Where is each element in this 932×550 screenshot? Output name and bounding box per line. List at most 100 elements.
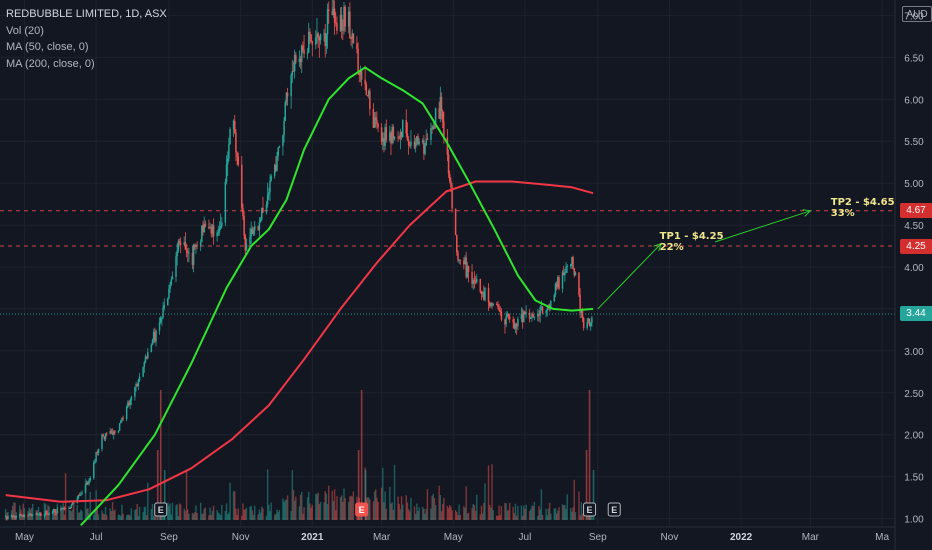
volume-spike	[585, 450, 588, 520]
volume-bar	[505, 503, 507, 520]
legend-ma50[interactable]: MA (50, close, 0)	[6, 41, 89, 53]
candle-body	[574, 272, 577, 276]
candle-body	[358, 72, 361, 75]
volume-bar	[210, 514, 212, 520]
candle-body	[497, 304, 499, 307]
volume-bar	[352, 491, 355, 520]
y-tick-label: 3.00	[904, 347, 924, 358]
candle-body	[465, 257, 467, 278]
candle-body	[236, 152, 238, 157]
volume-bar	[324, 491, 326, 520]
volume-bar	[262, 508, 264, 520]
candle-body	[293, 54, 296, 72]
legend-ma200[interactable]: MA (200, close, 0)	[6, 57, 95, 70]
volume-bar	[303, 507, 305, 520]
volume-spike	[357, 450, 360, 520]
candle-body	[268, 192, 270, 195]
candle-body	[591, 317, 593, 323]
candle-body	[89, 477, 91, 481]
volume-bar	[570, 508, 572, 520]
candle-body	[211, 225, 214, 234]
volume-bar	[405, 495, 407, 520]
volume-bar	[548, 502, 551, 520]
candle-body	[269, 180, 271, 193]
volume-bar	[125, 515, 128, 520]
tp1-annotation[interactable]: TP1 - $4.25 22%	[660, 231, 724, 253]
candle-body	[278, 146, 281, 148]
volume-spike	[163, 470, 166, 520]
volume-bar	[383, 502, 385, 520]
volume-bar	[457, 515, 459, 520]
candle-body	[443, 121, 445, 138]
x-tick-label: May	[15, 532, 34, 543]
candle-body	[366, 95, 369, 96]
volume-bar	[392, 510, 395, 520]
volume-spike	[364, 470, 367, 520]
volume-bar	[424, 513, 426, 520]
volume-bar	[40, 514, 42, 520]
candle-body	[273, 164, 276, 177]
volume-bar	[514, 503, 517, 520]
legend-volume[interactable]: Vol (20)	[6, 24, 44, 37]
volume-bar	[581, 513, 584, 520]
candle-body	[434, 108, 437, 128]
y-tick-label: 2.00	[904, 431, 924, 442]
volume-bar	[81, 511, 83, 520]
candle-body	[37, 514, 40, 516]
volume-bar	[340, 495, 343, 520]
x-tick-label: Mar	[373, 532, 391, 543]
volume-bar	[176, 504, 178, 520]
candle-body	[561, 272, 564, 289]
candle-body	[15, 516, 17, 518]
candle-body	[319, 34, 322, 41]
candle-body	[201, 225, 203, 242]
volume-bar	[203, 508, 205, 520]
candle-body	[423, 140, 425, 154]
earnings-badge	[355, 502, 369, 517]
currency-label[interactable]: AUD	[902, 6, 932, 22]
volume-bar	[171, 502, 174, 520]
candle-body	[431, 128, 433, 130]
volume-bar	[224, 510, 227, 520]
symbol-title[interactable]: REDBUBBLE LIMITED, 1D, ASX	[6, 8, 167, 20]
volume-bar	[497, 515, 499, 520]
volume-bar	[64, 473, 67, 520]
candle-body	[261, 207, 263, 220]
volume-bar	[517, 506, 519, 520]
volume-bar	[430, 508, 432, 520]
volume-bar	[293, 500, 296, 520]
candle-body	[135, 384, 137, 388]
volume-bar	[476, 494, 478, 520]
volume-bar	[539, 509, 541, 520]
candle-body	[495, 304, 498, 306]
candle-body	[170, 279, 173, 285]
volume-bar	[84, 478, 87, 520]
candle-body	[128, 402, 130, 406]
candle-body	[364, 79, 366, 85]
candle-body	[38, 513, 41, 515]
candle-body	[143, 362, 146, 368]
volume-bar	[249, 506, 251, 520]
candle-body	[251, 228, 254, 235]
volume-bar	[398, 503, 400, 520]
volume-bar	[265, 515, 268, 520]
candle-body	[507, 314, 510, 317]
volume-bar	[483, 502, 485, 520]
volume-bar	[454, 510, 457, 520]
candle-body	[383, 138, 385, 146]
candle-body	[4, 516, 7, 518]
volume-bar	[87, 508, 89, 520]
tp2-annotation[interactable]: TP2 - $4.65 33%	[831, 197, 895, 219]
x-tick-label: Sep	[160, 532, 178, 543]
volume-bar	[550, 513, 552, 520]
volume-bar	[63, 514, 66, 520]
candle-body	[184, 242, 187, 250]
candle-body	[521, 313, 524, 323]
candle-body	[241, 164, 243, 208]
candle-body	[243, 216, 245, 236]
volume-bar	[168, 505, 170, 520]
earnings-marker: E	[154, 502, 168, 517]
volume-bar	[285, 499, 288, 520]
volume-bar	[201, 514, 203, 520]
